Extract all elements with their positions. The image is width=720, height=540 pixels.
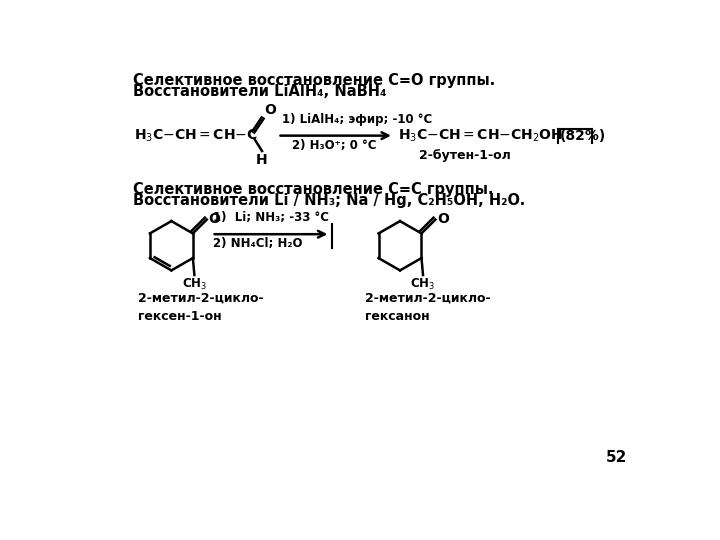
Text: 2-бутен-1-ол: 2-бутен-1-ол <box>419 150 511 163</box>
Text: 52: 52 <box>606 450 627 465</box>
Text: O: O <box>264 103 276 117</box>
Text: Восстановители LiAlH₄, NaBH₄: Восстановители LiAlH₄, NaBH₄ <box>132 84 386 99</box>
Text: 2-метил-2-цикло-
гексен-1-он: 2-метил-2-цикло- гексен-1-он <box>138 292 264 323</box>
Text: CH$_3$: CH$_3$ <box>410 276 436 292</box>
Text: H: H <box>256 153 268 167</box>
Text: 1) LiAlH₄; эфир; -10 °C: 1) LiAlH₄; эфир; -10 °C <box>282 113 433 126</box>
Text: (82%): (82%) <box>559 129 606 143</box>
Text: 1)  Li; NH₃; -33 °C: 1) Li; NH₃; -33 °C <box>213 211 329 224</box>
Text: O: O <box>437 212 449 226</box>
Text: 2) NH₄Cl; H₂O: 2) NH₄Cl; H₂O <box>213 237 302 250</box>
Text: 2) H₃O⁺; 0 °C: 2) H₃O⁺; 0 °C <box>292 139 376 152</box>
Text: O: O <box>208 212 220 226</box>
Text: CH$_3$: CH$_3$ <box>182 276 207 292</box>
Text: 2-метил-2-цикло-
гексанон: 2-метил-2-цикло- гексанон <box>365 292 491 323</box>
Text: Восстановители Li / NH₃; Na / Hg, C₂H₅OH, H₂O.: Восстановители Li / NH₃; Na / Hg, C₂H₅OH… <box>132 193 525 208</box>
Text: Селективное восстановление С=О группы.: Селективное восстановление С=О группы. <box>132 72 495 87</box>
Text: H$_3$C$-$CH$=$CH$-$C: H$_3$C$-$CH$=$CH$-$C <box>134 127 258 144</box>
Text: H$_3$C$-$CH$=$CH$-$CH$_2$OH: H$_3$C$-$CH$=$CH$-$CH$_2$OH <box>398 127 564 144</box>
Text: Селективное восстановление С=С группы.: Селективное восстановление С=С группы. <box>132 182 493 197</box>
